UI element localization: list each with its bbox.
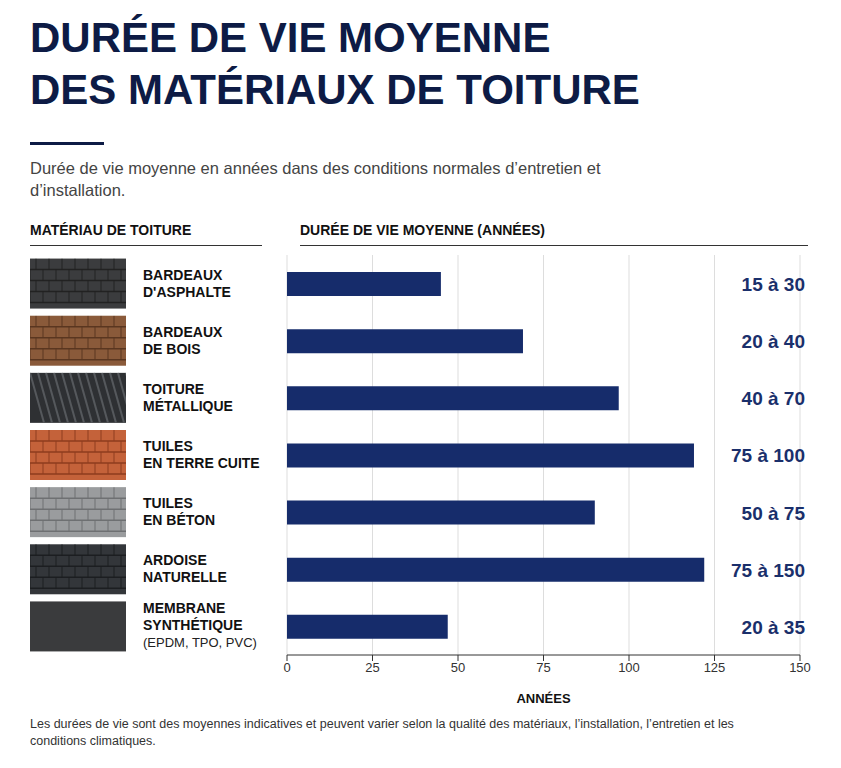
svg-text:BARDEAUX: BARDEAUX	[143, 267, 223, 283]
svg-text:100: 100	[618, 660, 640, 675]
svg-text:EN TERRE CUITE: EN TERRE CUITE	[143, 455, 260, 471]
svg-text:40 à 70: 40 à 70	[742, 388, 805, 409]
svg-text:50 à 75: 50 à 75	[742, 503, 806, 524]
svg-text:MEMBRANE: MEMBRANE	[143, 600, 225, 616]
svg-text:MÉTALLIQUE: MÉTALLIQUE	[143, 398, 233, 414]
html-text:Durée de vie moyenne en années: Durée de vie moyenne en années dans des …	[30, 159, 601, 199]
svg-text:20 à 40: 20 à 40	[742, 331, 805, 352]
svg-text:150: 150	[789, 660, 811, 675]
svg-text:0: 0	[283, 660, 290, 675]
svg-text:ARDOISE: ARDOISE	[143, 552, 207, 568]
html-text:Les durées de vie sont des moy: Les durées de vie sont des moyennes indi…	[30, 717, 734, 748]
svg-text:D'ASPHALTE: D'ASPHALTE	[143, 284, 231, 300]
svg-text:125: 125	[704, 660, 726, 675]
svg-text:TUILES: TUILES	[143, 495, 193, 511]
svg-text:SYNTHÉTIQUE: SYNTHÉTIQUE	[143, 617, 243, 633]
svg-text:TOITURE: TOITURE	[143, 381, 204, 397]
svg-text:TUILES: TUILES	[143, 438, 193, 454]
html-text:DURÉE DE VIE MOYENNE (ANNÉES): DURÉE DE VIE MOYENNE (ANNÉES)	[300, 222, 545, 238]
svg-text:75 à 100: 75 à 100	[731, 445, 805, 466]
svg-text:25: 25	[365, 660, 379, 675]
html-text:DURÉE DE VIE MOYENNE: DURÉE DE VIE MOYENNE	[30, 14, 551, 61]
svg-text:ANNÉES: ANNÉES	[516, 691, 571, 705]
svg-text:15 à 30: 15 à 30	[742, 274, 805, 295]
svg-text:50: 50	[451, 660, 465, 675]
html-text:MATÉRIAU DE TOITURE: MATÉRIAU DE TOITURE	[30, 222, 192, 238]
svg-text:DE BOIS: DE BOIS	[143, 341, 201, 357]
html-text:DES MATÉRIAUX DE TOITURE: DES MATÉRIAUX DE TOITURE	[30, 66, 640, 113]
svg-text:EN BÉTON: EN BÉTON	[143, 512, 215, 528]
svg-text:(EPDM, TPO, PVC): (EPDM, TPO, PVC)	[143, 635, 257, 650]
svg-text:75 à 150: 75 à 150	[731, 560, 805, 581]
svg-text:75: 75	[536, 660, 550, 675]
svg-text:NATURELLE: NATURELLE	[143, 569, 227, 585]
svg-text:BARDEAUX: BARDEAUX	[143, 324, 223, 340]
svg-text:20 à 35: 20 à 35	[742, 617, 806, 638]
